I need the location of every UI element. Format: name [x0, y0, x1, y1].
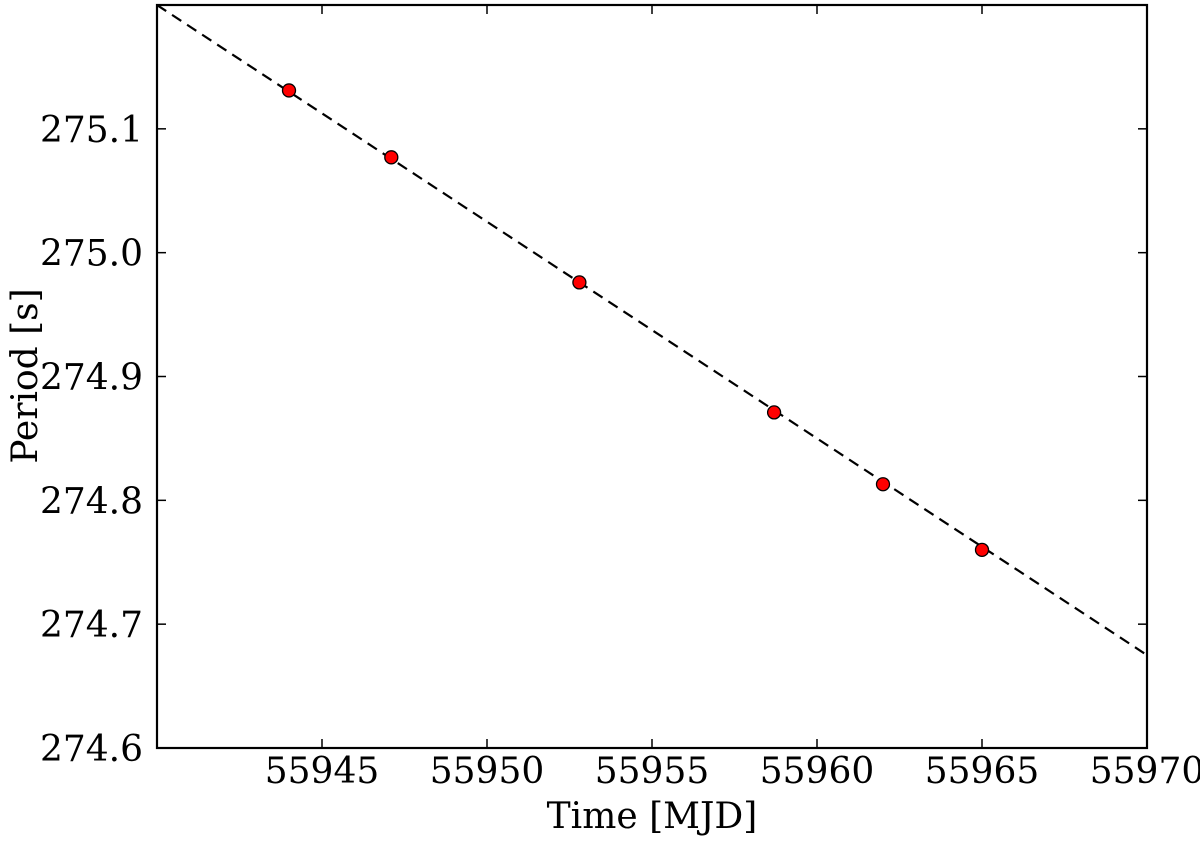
y-tick-label: 274.9	[40, 358, 143, 399]
data-point	[384, 150, 399, 165]
data-point	[766, 405, 782, 420]
x-tick-label: 55970	[1090, 751, 1200, 792]
plot-frame	[155, 3, 1149, 750]
y-tick-label: 274.8	[40, 481, 143, 522]
x-tick-label: 55945	[265, 751, 380, 792]
data-point	[974, 542, 990, 558]
y-tick-label: 274.7	[40, 605, 143, 646]
data-point	[281, 83, 297, 98]
x-axis-title: Time [MJD]	[547, 796, 758, 837]
y-tick-label: 275.1	[40, 110, 143, 151]
y-axis-title: Period [s]	[5, 288, 46, 463]
y-tick-label: 275.0	[40, 234, 143, 275]
x-tick-label: 55950	[430, 751, 545, 792]
data-point	[572, 275, 587, 290]
plot-area-background	[157, 5, 1147, 748]
x-tick-label: 55960	[760, 751, 875, 792]
x-tick-label: 55965	[925, 751, 1040, 792]
y-tick-label: 274.6	[40, 729, 143, 770]
data-point	[875, 477, 891, 492]
x-tick-label: 55955	[595, 751, 710, 792]
